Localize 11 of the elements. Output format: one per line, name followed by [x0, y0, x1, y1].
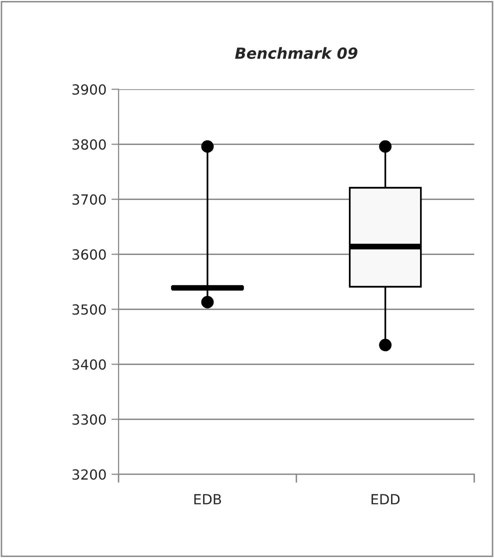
- x-tick-label: EDB: [194, 494, 221, 504]
- y-tick-label: 3800: [72, 139, 106, 150]
- y-tick-label: 3500: [72, 304, 106, 315]
- y-tick-label: 3700: [72, 194, 106, 205]
- x-tick-label: EDD: [372, 494, 400, 504]
- y-tick-label: 3600: [72, 249, 106, 260]
- y-tick-label: 3400: [72, 359, 106, 370]
- y-tick-label: 3900: [72, 84, 106, 95]
- y-tick-label: 3300: [72, 414, 106, 425]
- y-tick-label: 3200: [72, 469, 106, 480]
- chart-title: Benchmark 09: [235, 47, 358, 59]
